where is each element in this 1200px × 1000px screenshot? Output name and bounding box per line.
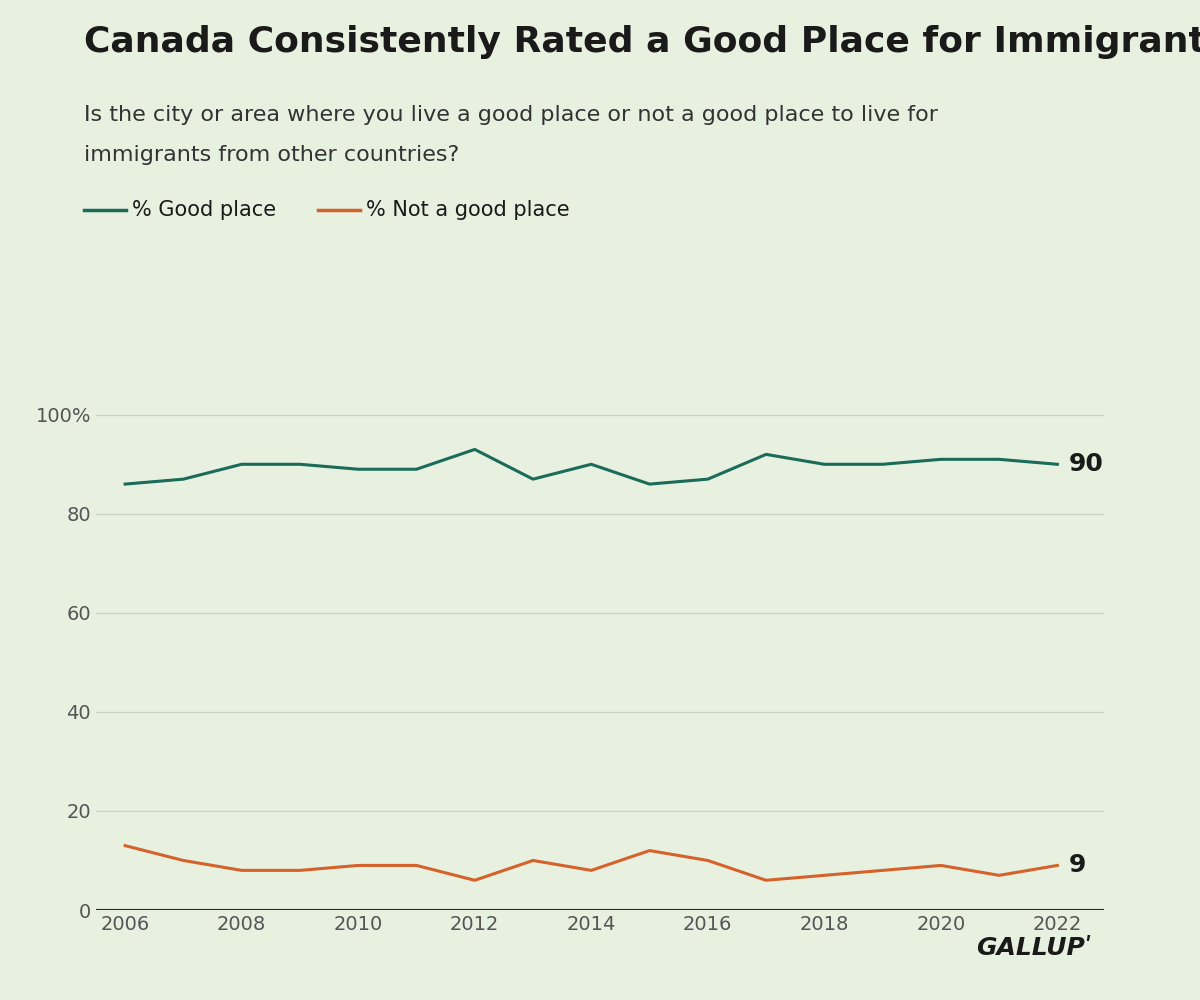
Text: % Good place: % Good place	[132, 200, 276, 220]
Text: 9: 9	[1068, 853, 1086, 877]
Text: % Not a good place: % Not a good place	[366, 200, 570, 220]
Text: 90: 90	[1068, 452, 1103, 476]
Text: immigrants from other countries?: immigrants from other countries?	[84, 145, 460, 165]
Text: Is the city or area where you live a good place or not a good place to live for: Is the city or area where you live a goo…	[84, 105, 938, 125]
Text: Canada Consistently Rated a Good Place for Immigrants: Canada Consistently Rated a Good Place f…	[84, 25, 1200, 59]
Text: GALLUPʹ: GALLUPʹ	[976, 936, 1092, 960]
